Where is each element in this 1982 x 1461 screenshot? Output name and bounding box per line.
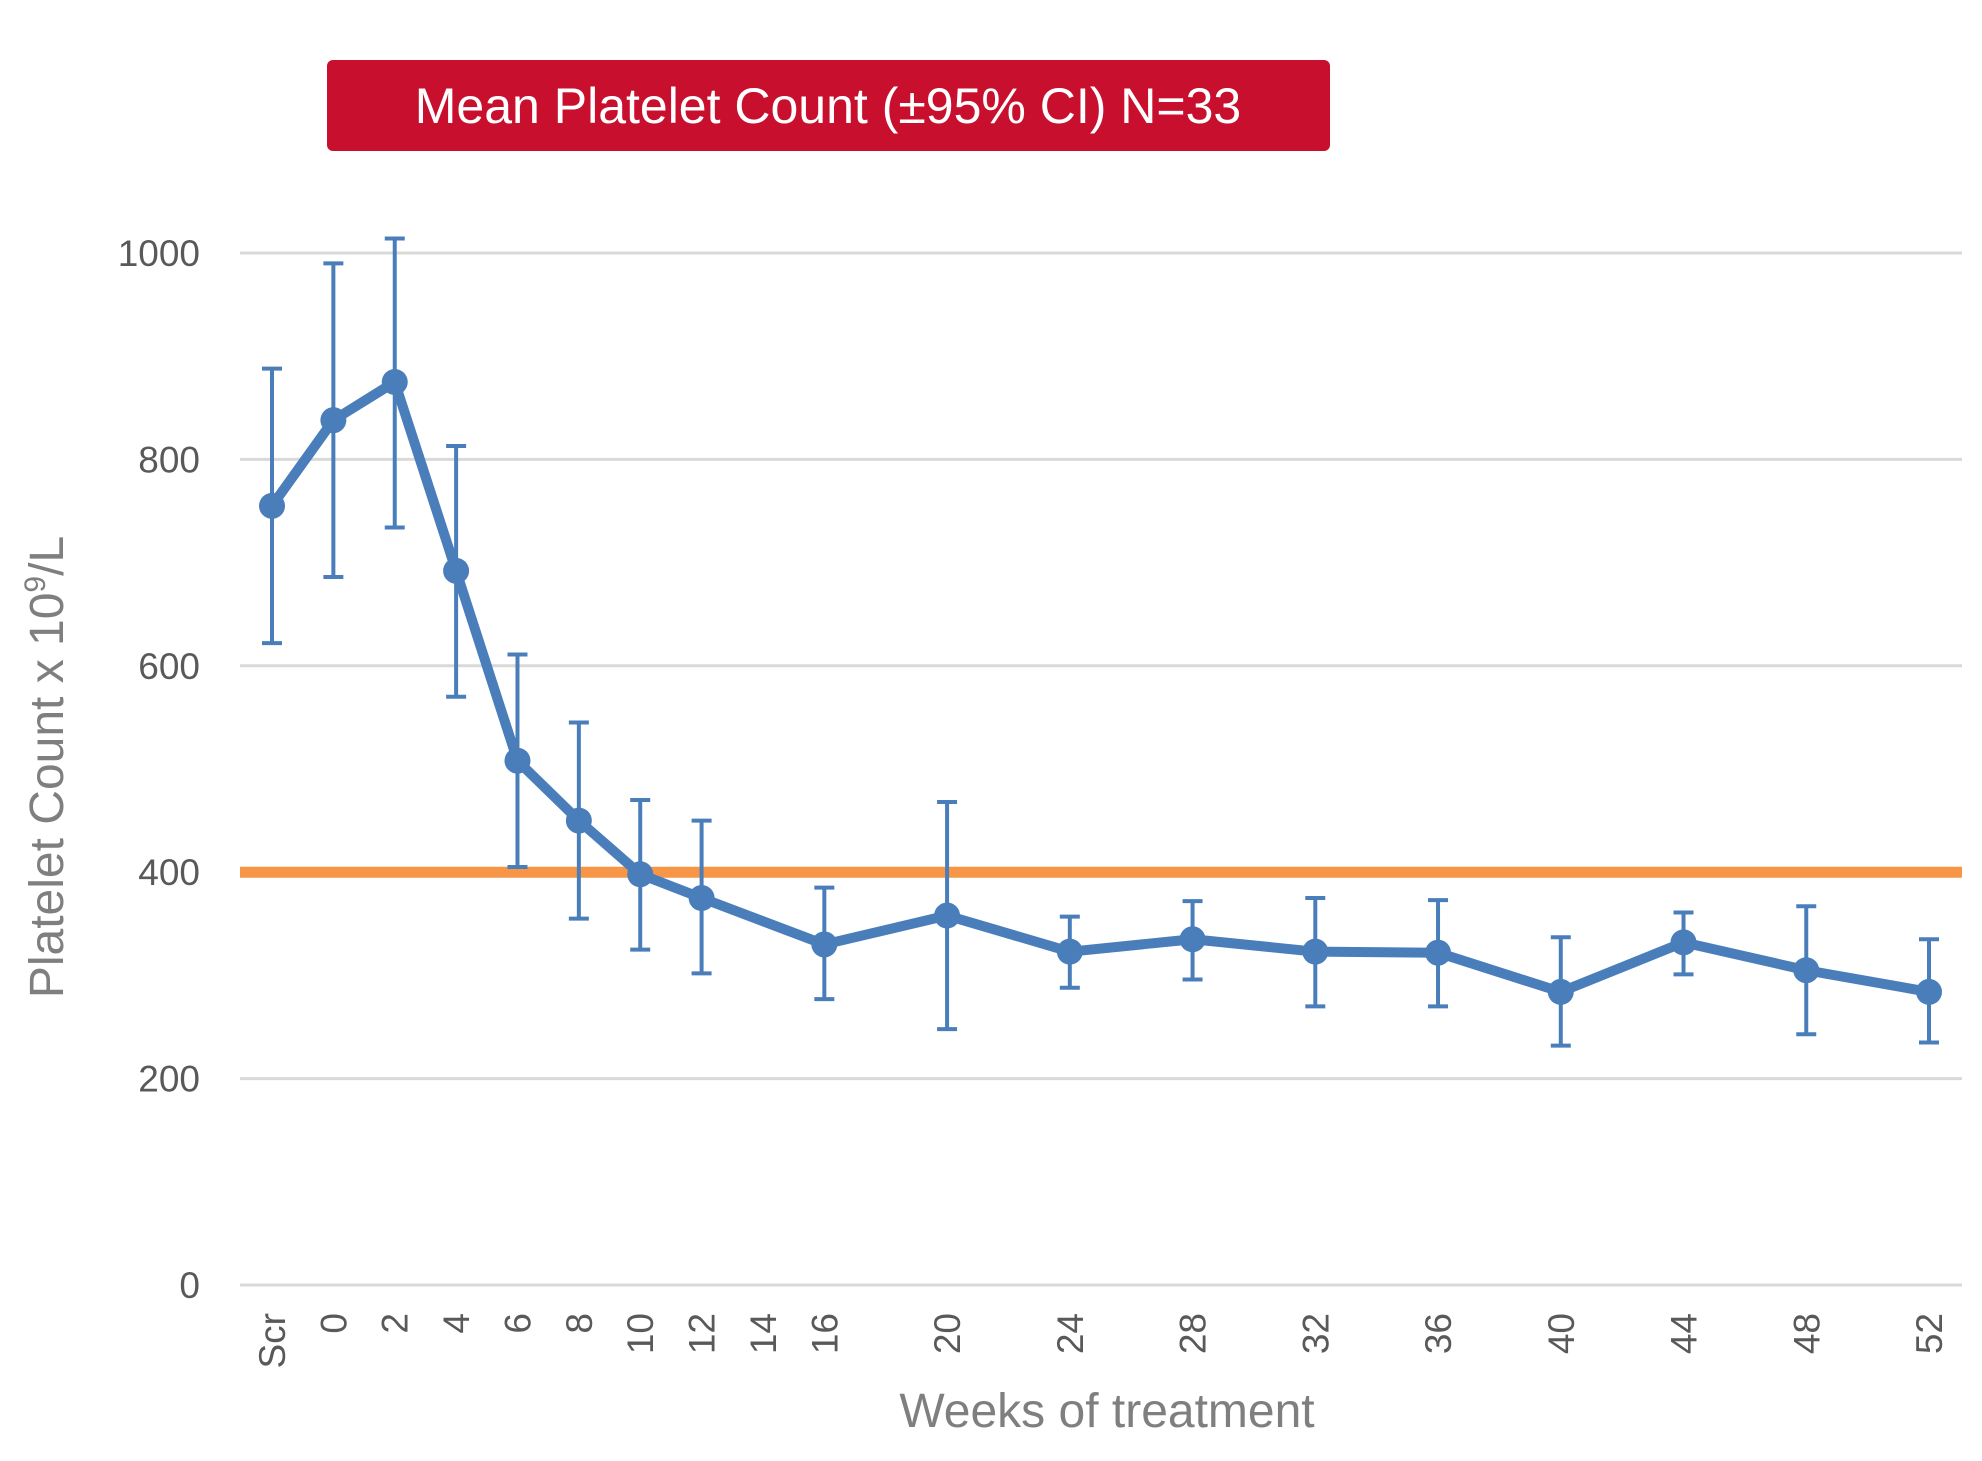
data-point [934,902,961,929]
x-tick-label: 10 [620,1313,661,1354]
y-tick-label: 800 [138,439,200,480]
x-tick-label: 12 [682,1313,723,1354]
y-tick-label: 600 [138,646,200,687]
x-tick-label: 14 [743,1313,784,1354]
error-bars [262,236,1939,1048]
x-tick-label: 16 [804,1313,845,1354]
series-group [259,236,1942,1048]
x-tick-label: 4 [436,1313,477,1334]
x-tick-label: 6 [497,1313,538,1334]
x-tick-label: 0 [313,1313,354,1334]
x-axis-title: Weeks of treatment [899,1385,1314,1438]
data-point [1547,978,1574,1005]
y-tick-label: 1000 [118,233,200,274]
y-tick-labels: 0 200 400 600 800 1000 [118,233,200,1306]
data-point [259,492,285,519]
chart-title: Mean Platelet Count (±95% CI) N=33 [415,78,1241,134]
data-point [565,807,592,834]
series-markers [259,369,1942,1005]
data-point [1056,938,1083,965]
x-tick-label: 24 [1050,1313,1091,1354]
x-tick-label: 2 [375,1313,416,1334]
data-point [1302,938,1329,965]
y-axis-title: Platelet Count x 109/L [19,536,74,998]
series-line [267,377,1934,997]
x-tick-label: 28 [1173,1313,1214,1354]
y-gridlines [240,251,1962,1287]
data-point [1670,929,1697,956]
data-point [1793,957,1820,984]
y-tick-label: 0 [179,1265,200,1306]
data-point [443,557,470,584]
y-axis-title-superscript: 9 [19,576,52,593]
data-point [320,407,347,434]
data-point [381,369,408,395]
x-tick-label: 40 [1541,1313,1582,1354]
x-tick-label: 36 [1418,1313,1459,1354]
x-tick-label: 8 [559,1313,600,1334]
y-axis-title-unit: /L [21,536,74,576]
data-point [504,747,531,774]
y-axis-title-main: Platelet Count x 10 [21,593,74,999]
data-point [1425,939,1452,966]
data-point [1916,978,1942,1005]
x-tick-label: 48 [1786,1313,1827,1354]
x-tick-label: 32 [1295,1313,1336,1354]
data-point [811,931,838,958]
y-tick-label: 400 [138,852,200,893]
x-tick-label: 52 [1909,1313,1950,1354]
chart-title-box [327,60,1330,151]
data-point [1179,926,1206,953]
data-point [688,885,715,911]
chart-title-group: Mean Platelet Count (±95% CI) N=33 [327,60,1330,151]
x-tick-label: Scr [252,1313,293,1369]
x-tick-label: 44 [1664,1313,1705,1354]
x-tick-labels: Scr 0 2 4 6 8 10 12 14 16 20 24 28 32 36 40 44 48 52 [252,1313,1950,1369]
data-point [627,861,654,888]
y-tick-label: 200 [138,1059,200,1100]
x-tick-label: 20 [927,1313,968,1354]
